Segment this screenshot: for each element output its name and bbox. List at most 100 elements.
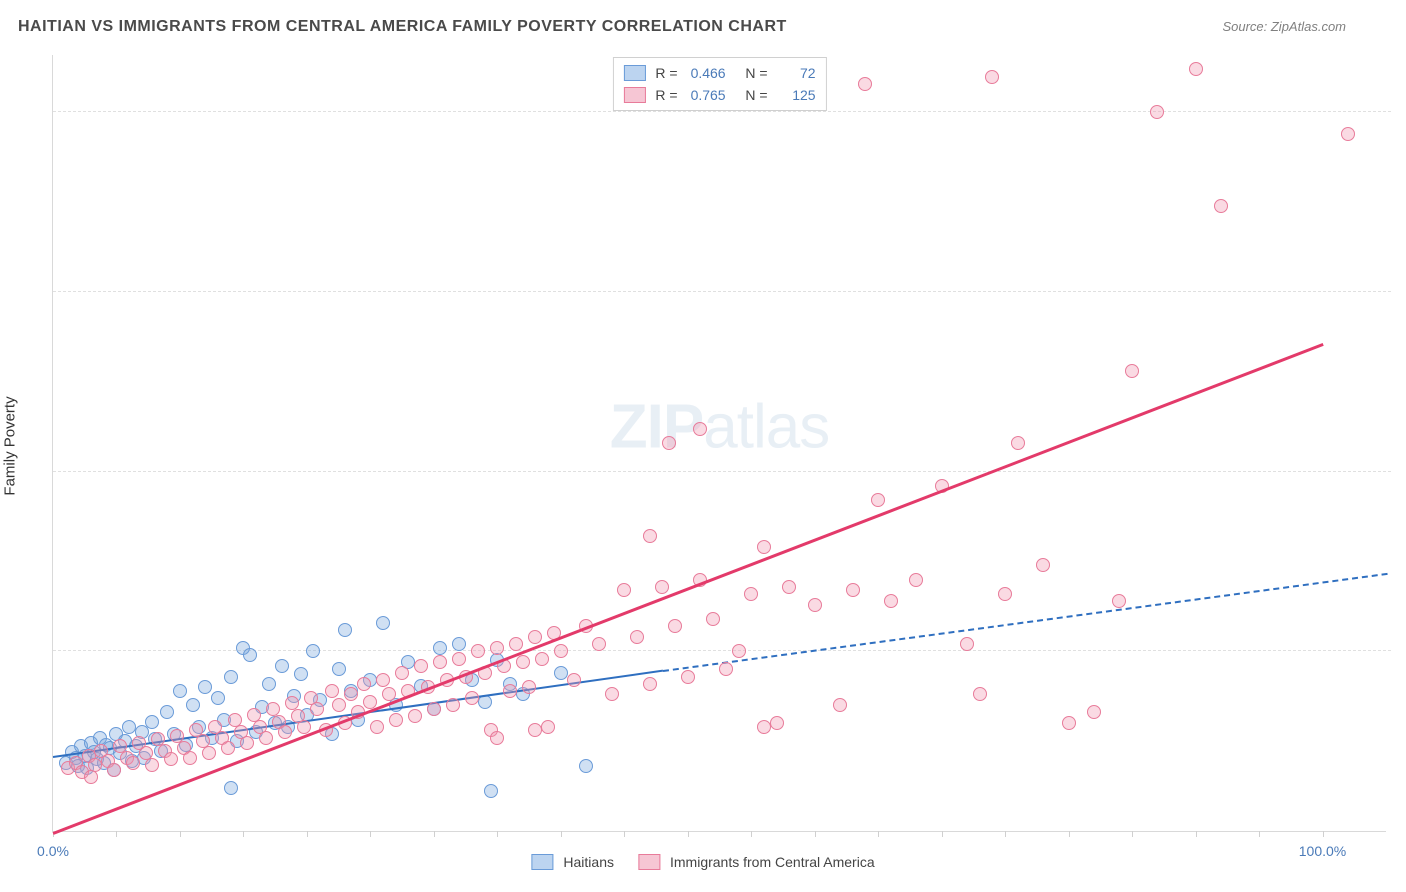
- data-point: [275, 659, 289, 673]
- data-point: [221, 741, 235, 755]
- stats-legend-box: R =0.466 N =72R =0.765 N =125: [612, 57, 826, 111]
- data-point: [567, 673, 581, 687]
- data-point: [655, 580, 669, 594]
- x-minor-tick: [434, 831, 435, 837]
- data-point: [909, 573, 923, 587]
- x-minor-tick: [1005, 831, 1006, 837]
- x-minor-tick: [688, 831, 689, 837]
- data-point: [357, 677, 371, 691]
- data-point: [164, 752, 178, 766]
- data-point: [183, 751, 197, 765]
- data-point: [579, 759, 593, 773]
- y-tick-label: 50.0%: [1396, 448, 1406, 464]
- data-point: [770, 716, 784, 730]
- data-point: [446, 698, 460, 712]
- data-point: [630, 630, 644, 644]
- data-point: [973, 687, 987, 701]
- data-point: [395, 666, 409, 680]
- data-point: [306, 644, 320, 658]
- x-minor-tick: [1323, 831, 1324, 837]
- data-point: [605, 687, 619, 701]
- data-point: [471, 644, 485, 658]
- r-value: 0.765: [684, 84, 726, 106]
- data-point: [1011, 436, 1025, 450]
- data-point: [484, 784, 498, 798]
- gridline: [53, 471, 1391, 472]
- legend-swatch: [638, 854, 660, 870]
- data-point: [198, 680, 212, 694]
- legend-item: Haitians: [531, 854, 614, 870]
- data-point: [186, 698, 200, 712]
- data-point: [998, 587, 1012, 601]
- data-point: [145, 715, 159, 729]
- data-point: [211, 691, 225, 705]
- data-point: [662, 436, 676, 450]
- data-point: [1214, 199, 1228, 213]
- n-label: N =: [745, 62, 767, 84]
- data-point: [224, 781, 238, 795]
- x-tick-label: 100.0%: [1299, 843, 1346, 859]
- data-point: [332, 662, 346, 676]
- data-point: [884, 594, 898, 608]
- data-point: [535, 652, 549, 666]
- data-point: [389, 713, 403, 727]
- data-point: [414, 659, 428, 673]
- data-point: [592, 637, 606, 651]
- data-point: [617, 583, 631, 597]
- data-point: [643, 529, 657, 543]
- x-minor-tick: [878, 831, 879, 837]
- chart-title: HAITIAN VS IMMIGRANTS FROM CENTRAL AMERI…: [18, 18, 787, 36]
- data-point: [173, 684, 187, 698]
- data-point: [1036, 558, 1050, 572]
- watermark: ZIPatlas: [610, 392, 829, 463]
- x-minor-tick: [1069, 831, 1070, 837]
- x-minor-tick: [180, 831, 181, 837]
- data-point: [757, 540, 771, 554]
- data-point: [732, 644, 746, 658]
- data-point: [846, 583, 860, 597]
- trend-line-extrapolated: [663, 573, 1387, 672]
- data-point: [719, 662, 733, 676]
- n-label: N =: [745, 84, 767, 106]
- data-point: [224, 670, 238, 684]
- legend-label: Immigrants from Central America: [670, 854, 875, 870]
- data-point: [509, 637, 523, 651]
- data-point: [325, 684, 339, 698]
- data-point: [332, 698, 346, 712]
- data-point: [84, 770, 98, 784]
- data-point: [107, 763, 121, 777]
- data-point: [522, 680, 536, 694]
- y-tick-label: 100.0%: [1396, 88, 1406, 104]
- data-point: [1062, 716, 1076, 730]
- data-point: [310, 702, 324, 716]
- data-point: [808, 598, 822, 612]
- data-point: [452, 637, 466, 651]
- data-point: [1125, 364, 1139, 378]
- data-point: [1087, 705, 1101, 719]
- x-minor-tick: [116, 831, 117, 837]
- y-axis-label: Family Poverty: [2, 396, 19, 495]
- data-point: [285, 696, 299, 710]
- data-point: [541, 720, 555, 734]
- data-point: [681, 670, 695, 684]
- x-minor-tick: [370, 831, 371, 837]
- scatter-plot: ZIPatlas R =0.466 N =72R =0.765 N =125 2…: [52, 55, 1386, 832]
- x-minor-tick: [243, 831, 244, 837]
- data-point: [706, 612, 720, 626]
- x-minor-tick: [497, 831, 498, 837]
- series-legend: Haitians Immigrants from Central America: [531, 854, 874, 870]
- stats-row: R =0.765 N =125: [623, 84, 815, 106]
- data-point: [1112, 594, 1126, 608]
- legend-item: Immigrants from Central America: [638, 854, 875, 870]
- gridline: [53, 291, 1391, 292]
- data-point: [338, 623, 352, 637]
- data-point: [452, 652, 466, 666]
- source-label: Source: ZipAtlas.com: [1222, 19, 1346, 34]
- data-point: [294, 667, 308, 681]
- data-point: [985, 70, 999, 84]
- data-point: [744, 587, 758, 601]
- data-point: [145, 758, 159, 772]
- data-point: [433, 641, 447, 655]
- data-point: [782, 580, 796, 594]
- data-point: [693, 422, 707, 436]
